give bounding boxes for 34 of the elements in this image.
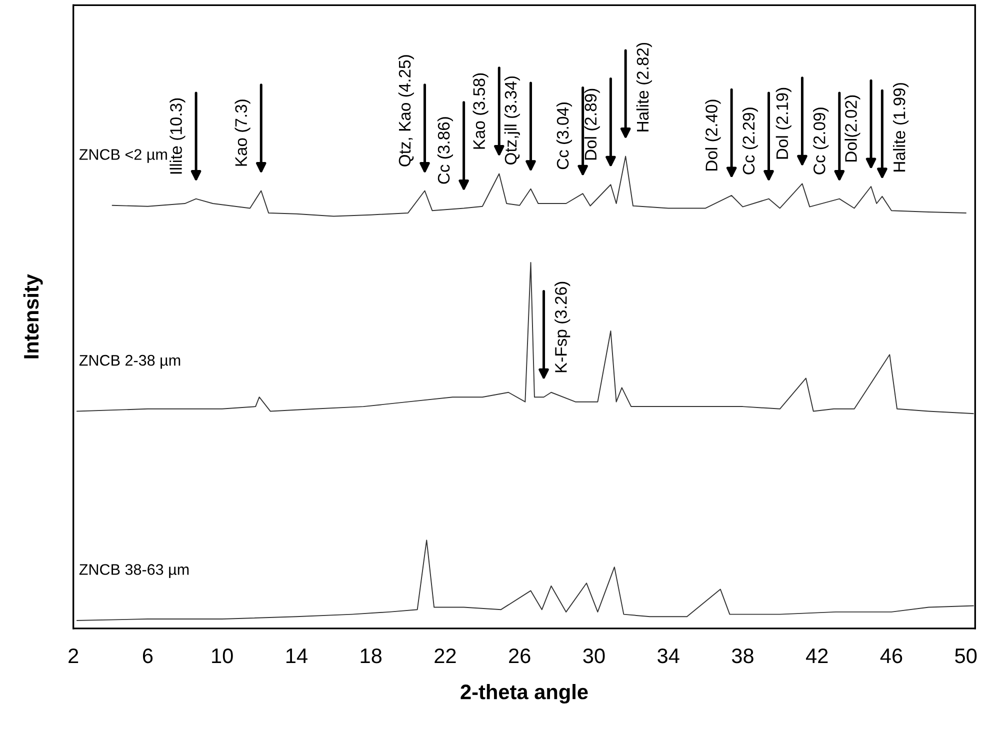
annotation: K-Fsp (3.26) bbox=[554, 282, 570, 372]
annotation: Kao (3.58) bbox=[472, 73, 488, 149]
x-tick-label: 18 bbox=[360, 648, 382, 664]
annotation: Dol (2.40) bbox=[705, 100, 721, 171]
annotation: Dol (2.89) bbox=[584, 88, 600, 160]
annotation: Cc (3.04) bbox=[556, 102, 572, 170]
annotation: Cc (2.09) bbox=[813, 108, 829, 174]
annotation: Cc (2.29) bbox=[742, 108, 758, 174]
x-tick-label: 6 bbox=[142, 648, 153, 664]
x-axis-title: 2-theta angle bbox=[460, 684, 588, 704]
x-tick-label: 42 bbox=[806, 648, 828, 664]
x-tick-label: 34 bbox=[658, 648, 680, 664]
x-tick-label: 38 bbox=[732, 648, 754, 664]
x-tick-label: 30 bbox=[583, 648, 605, 664]
annotation: Illite (10.3) bbox=[170, 98, 186, 174]
annotation: Qtz, Kao (4.25) bbox=[398, 55, 414, 166]
text: ZNCB 38-63 µm bbox=[79, 564, 189, 578]
annotation: Halite (2.82) bbox=[636, 42, 652, 132]
annotation: Qtz,jll (3.34) bbox=[504, 76, 520, 164]
x-tick-label: 10 bbox=[212, 648, 233, 664]
x-tick-label: 22 bbox=[434, 648, 456, 664]
annotation: Halite (1.99) bbox=[892, 83, 909, 172]
text: ZNCB 2-38 µm bbox=[79, 354, 180, 369]
text: ZNCB <2 µm bbox=[79, 149, 167, 163]
annotation: Dol (2.19) bbox=[776, 88, 792, 159]
annotation: Cc (3.86) bbox=[437, 117, 453, 184]
x-tick-label: 14 bbox=[286, 648, 308, 664]
x-tick-label: 46 bbox=[880, 648, 902, 664]
x-tick-label: 26 bbox=[509, 648, 530, 664]
x-tick-label: 2 bbox=[68, 648, 78, 664]
annotation: Dol(2.02) bbox=[844, 95, 860, 162]
x-tick-label: 50 bbox=[955, 648, 977, 664]
annotation: Kao (7.3) bbox=[234, 100, 250, 166]
y-axis-title: Intensity bbox=[23, 274, 43, 358]
